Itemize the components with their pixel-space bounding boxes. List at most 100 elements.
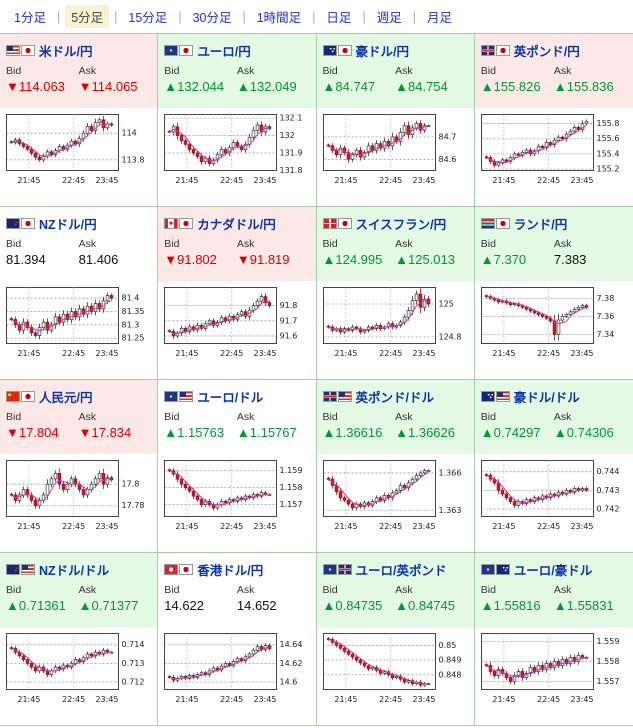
pair-panel-nzdjpy[interactable]: NZドル/円 Bid Ask 81.394 81.406 81.4 81.35 81.3 81.… (0, 207, 159, 380)
tab-monthly[interactable]: 月足 (426, 11, 452, 25)
pair-panel-gbpusd[interactable]: 英ポンド/ドル Bid Ask ▲1.36616 ▲1.36626 1.366 1.363 2… (316, 380, 475, 553)
ask-value: ▲84.754 (395, 79, 468, 94)
svg-text:0.712: 0.712 (122, 678, 145, 687)
flag-us-icon (21, 563, 35, 575)
pair-panel-cadjpy[interactable]: カナダドル/円 Bid Ask ▼91.802 ▼91.819 91.8 91.7 91.6 2… (158, 207, 317, 380)
pair-panel-usdjpy[interactable]: 米ドル/円 Bid Ask ▼114.063 ▼114.065 114 113.8 21:45… (0, 34, 159, 207)
pair-link[interactable]: ランド/円 (513, 217, 568, 232)
timeframe-tabbar: 1分足 | 5分足 | 15分足 | 30分足 | 1時間足 | 日足 | 週足 | 月足 (0, 0, 633, 33)
pair-panel-eurgbp[interactable]: ユーロ/英ポンド Bid Ask ▲0.84735 ▲0.84745 0.85 0.849 0… (316, 553, 475, 726)
pair-link[interactable]: ユーロ/円 (197, 44, 251, 59)
tab-1min[interactable]: 1分足 (14, 11, 46, 25)
pair-panel-zarjpy[interactable]: ランド/円 Bid Ask ▲7.370 7.383 7.38 7.36 7.34 21:45 2… (474, 207, 633, 380)
bid-value: ▲84.747 (323, 79, 396, 94)
svg-text:1.157: 1.157 (280, 500, 303, 509)
tab-15min[interactable]: 15分足 (128, 11, 168, 25)
svg-text:22:45: 22:45 (537, 176, 560, 185)
panel-header: 英ポンド/ドル Bid Ask ▲1.36616 ▲1.36626 (316, 380, 474, 454)
ask-value: 14.652 (237, 598, 310, 613)
pair-panel-cnyjpy[interactable]: 人民元/円 Bid Ask ▼17.804 ▼17.834 17.8 17.78 21:45 2… (0, 380, 159, 553)
ask-value: ▲125.013 (395, 252, 468, 267)
svg-text:155.8: 155.8 (596, 119, 619, 128)
bid-ask-values: ▲1.55816 ▲1.55831 (481, 598, 627, 613)
ask-label: Ask (553, 238, 572, 250)
ask-value: ▲0.71377 (79, 598, 152, 613)
pair-link[interactable]: 英ポンド/ドル (355, 390, 434, 405)
up-triangle-icon: ▲ (236, 425, 250, 440)
tab-30min[interactable]: 30分足 (192, 11, 232, 25)
down-triangle-icon: ▼ (78, 79, 92, 94)
bid-ask-values: ▼17.804 ▼17.834 (6, 425, 151, 440)
pair-link[interactable]: 豪ドル/円 (355, 44, 409, 59)
svg-text:23:45: 23:45 (412, 522, 435, 531)
bid-label: Bid (164, 65, 180, 77)
chart-area: 17.8 17.78 21:45 22:45 23:45 (0, 454, 157, 536)
pair-link[interactable]: カナダドル/円 (197, 217, 276, 232)
pair-link[interactable]: NZドル/円 (39, 217, 97, 232)
pair-panel-audjpy[interactable]: 豪ドル/円 Bid Ask ▲84.747 ▲84.754 84.7 84.6 21:45 22… (316, 34, 475, 207)
mini-candle-chart: 81.4 81.35 81.3 81.25 21:45 22:45 23:45 (6, 287, 144, 358)
pair-panel-audusd[interactable]: 豪ドル/ドル Bid Ask ▲0.74297 ▲0.74306 0.744 0.743 0.… (474, 380, 633, 553)
svg-text:113.8: 113.8 (122, 155, 145, 164)
up-triangle-icon: ▲ (164, 79, 178, 94)
panel-header: NZドル/円 Bid Ask 81.394 81.406 (0, 207, 158, 281)
pair-panel-euraud[interactable]: ユーロ/豪ドル Bid Ask ▲1.55816 ▲1.55831 1.559 1.558 1… (474, 553, 633, 726)
bid-ask-labels: Bid Ask (323, 411, 468, 423)
ask-value: ▲1.36626 (395, 425, 468, 440)
svg-text:22:45: 22:45 (62, 695, 85, 704)
flag-jp-icon (179, 563, 194, 575)
tab-daily[interactable]: 日足 (326, 11, 352, 25)
flag-jp-icon (495, 44, 510, 56)
tab-1hour[interactable]: 1時間足 (256, 11, 302, 25)
pair-link[interactable]: 米ドル/円 (39, 44, 93, 59)
moving-average-line (327, 638, 428, 685)
bid-number: 1.36616 (335, 425, 383, 440)
pair-panel-chfjpy[interactable]: スイスフラン/円 Bid Ask ▲124.995 ▲125.013 125 124.8 21… (316, 207, 475, 380)
pair-link[interactable]: ユーロ/豪ドル (513, 563, 593, 578)
panel-header: NZドル/ドル Bid Ask ▲0.71361 ▲0.71377 (0, 553, 158, 627)
panel-header: 豪ドル/ドル Bid Ask ▲0.74297 ▲0.74306 (474, 380, 633, 454)
svg-text:21:45: 21:45 (176, 176, 199, 185)
pair-name-row: 豪ドル/円 (322, 40, 468, 60)
pair-link[interactable]: 英ポンド/円 (513, 44, 580, 59)
ask-label: Ask (78, 65, 97, 77)
chart-area: 7.38 7.36 7.34 21:45 22:45 23:45 (475, 281, 633, 363)
pair-link[interactable]: 豪ドル/ドル (513, 390, 580, 405)
svg-text:0.743: 0.743 (596, 486, 619, 495)
panel-header: ユーロ/英ポンド Bid Ask ▲0.84735 ▲0.84745 (316, 553, 474, 627)
pair-link[interactable]: 香港ドル/円 (197, 563, 264, 578)
svg-text:91.8: 91.8 (280, 301, 298, 310)
pair-link[interactable]: ユーロ/ドル (197, 390, 264, 405)
pair-link[interactable]: スイスフラン/円 (355, 217, 447, 232)
pair-panel-gbpjpy[interactable]: 英ポンド/円 Bid Ask ▲155.826 ▲155.836 155.8 155.6 15… (474, 34, 633, 207)
svg-text:17.78: 17.78 (122, 501, 145, 510)
flag-eu-icon (164, 390, 179, 402)
pair-link[interactable]: ユーロ/英ポンド (355, 563, 447, 578)
up-triangle-icon: ▲ (395, 598, 408, 613)
svg-text:114: 114 (122, 129, 137, 138)
bid-number: 84.747 (335, 79, 376, 94)
svg-text:23:45: 23:45 (570, 176, 593, 185)
pair-panel-eurusd[interactable]: ユーロ/ドル Bid Ask ▲1.15763 ▲1.15767 1.159 1.158 1.… (158, 380, 317, 553)
pair-link[interactable]: NZドル/ドル (39, 563, 110, 578)
mini-candle-chart: 84.7 84.6 21:45 22:45 23:45 (322, 114, 456, 185)
tab-weekly[interactable]: 週足 (376, 11, 402, 25)
bid-ask-values: ▲0.84735 ▲0.84745 (323, 598, 468, 613)
ask-number: 1.15767 (249, 425, 297, 440)
tab-separator: | (178, 9, 182, 24)
bid-value: ▼17.804 (6, 425, 79, 440)
pair-name-row: NZドル/ドル (6, 559, 151, 579)
up-triangle-icon: ▲ (480, 425, 494, 440)
svg-text:22:45: 22:45 (537, 349, 560, 358)
chart-area: 0.744 0.743 0.742 21:45 22:45 23:45 (475, 454, 633, 536)
pair-link[interactable]: 人民元/円 (39, 390, 93, 405)
pair-panel-hkdjpy[interactable]: 香港ドル/円 Bid Ask 14.622 14.652 14.64 14.62 14.6 21… (158, 553, 317, 726)
bid-ask-values: ▲0.71361 ▲0.71377 (6, 598, 151, 613)
svg-text:132.1: 132.1 (280, 114, 303, 123)
tab-5min[interactable]: 5分足 (65, 5, 110, 28)
pair-panel-nzdusd[interactable]: NZドル/ドル Bid Ask ▲0.71361 ▲0.71377 0.714 0.713 0… (0, 553, 159, 726)
bid-ask-values: 81.394 81.406 (6, 252, 151, 267)
flag-us-icon (6, 44, 20, 56)
pair-panel-eurjpy[interactable]: ユーロ/円 Bid Ask ▲132.044 ▲132.049 132.1 132 131.9… (158, 34, 317, 207)
ask-number: 84.754 (408, 79, 448, 94)
